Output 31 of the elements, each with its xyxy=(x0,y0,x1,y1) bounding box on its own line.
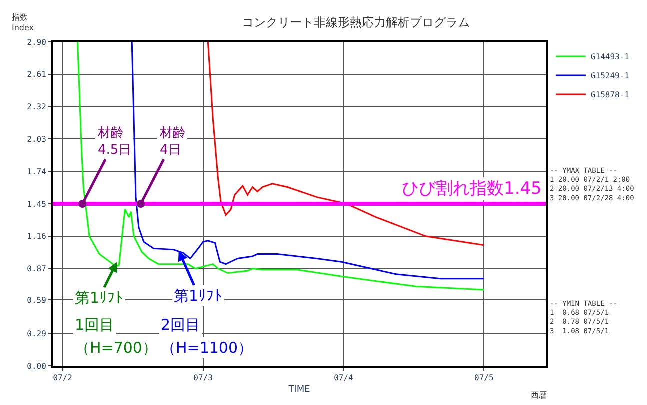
annotation: 2回目 xyxy=(161,316,201,334)
text: 西暦 xyxy=(531,391,547,400)
x-tick-label: 07/5 xyxy=(474,374,494,383)
annotation: 材齢 4日 xyxy=(159,126,186,158)
y-tick-label: 2.03 xyxy=(27,135,47,144)
y-tick-label: 0.59 xyxy=(27,296,47,305)
legend-label: G15878-1 xyxy=(590,90,630,100)
annotation: 第1ﾘﾌﾄ xyxy=(174,287,223,305)
annotation: 第1ﾘﾌﾄ xyxy=(75,289,124,307)
annotation: （H=700） xyxy=(75,339,158,357)
y-tick-label: 0.00 xyxy=(27,362,47,371)
x-tick-label: 07/3 xyxy=(194,374,214,383)
y-axis-title: 指数 Index xyxy=(11,13,34,32)
y-tick-label: 1.45 xyxy=(27,200,47,209)
y-tick-label: 0.29 xyxy=(27,329,47,338)
x-axis-title: TIME xyxy=(288,384,311,395)
chart-title: コンクリート非線形熱応力解析プログラム xyxy=(242,15,470,30)
legend-label: G15249-1 xyxy=(590,72,630,81)
x-tick-label: 07/2 xyxy=(53,374,73,383)
y-tick-label: 1.16 xyxy=(27,232,47,242)
annotation: 1回目 xyxy=(75,316,115,334)
annotation: （H=1100） xyxy=(161,339,254,357)
legend-label: G14493-1 xyxy=(590,52,630,62)
y-tick-label: 2.32 xyxy=(27,102,47,112)
x-tick-label: 07/4 xyxy=(334,374,354,383)
y-tick-label: 0.87 xyxy=(27,264,47,274)
y-tick-label: 2.61 xyxy=(27,70,47,80)
y-tick-label: 1.74 xyxy=(27,167,47,176)
annotation: 材齢 4.5日 xyxy=(97,126,132,158)
y-tick-label: 2.90 xyxy=(27,38,47,47)
ref-line-label: ひび割れ指数1.45 xyxy=(402,179,542,199)
